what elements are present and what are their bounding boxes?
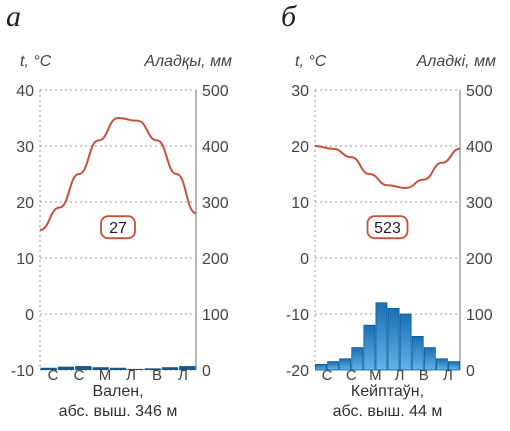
- panel-letter: б: [281, 0, 297, 33]
- y-left-tick-label: -10: [286, 307, 309, 324]
- station-name: Вален,: [92, 383, 143, 400]
- climate-chart-a: а t, °C Аладқы, мм 40 500 30 400 20 300 10 200 0 100…: [6, 0, 232, 420]
- precipitation-bar: [315, 363, 327, 371]
- month-label: С: [48, 367, 59, 384]
- precipitation-bar: [387, 307, 400, 371]
- precipitation-bar: [411, 335, 424, 371]
- y-right-tick-label: 300: [466, 195, 493, 212]
- precipitation-bar: [363, 324, 376, 371]
- y-left-axis-label: t, °C: [20, 53, 52, 70]
- y-left-tick-label: 30: [291, 83, 309, 100]
- annual-precip-value: 27: [109, 220, 127, 237]
- y-left-tick-label: 40: [16, 83, 34, 100]
- y-right-tick-label: 0: [202, 363, 211, 380]
- precipitation-bar: [144, 368, 161, 370]
- y-right-tick-label: 100: [202, 307, 229, 324]
- month-label: С: [346, 367, 357, 384]
- y-left-tick-label: 20: [16, 195, 34, 212]
- precipitation-bar: [161, 367, 179, 370]
- station-name: Кейптаўн,: [351, 383, 424, 400]
- y-left-tick-label: 20: [291, 139, 309, 156]
- precipitation-bar: [75, 366, 92, 370]
- y-right-tick-label: 200: [202, 251, 229, 268]
- y-right-tick-label: 0: [466, 363, 475, 380]
- station-elevation: абс. выш. 44 м: [333, 403, 443, 420]
- precipitation-bar: [109, 367, 127, 370]
- y-right-tick-label: 500: [202, 83, 229, 100]
- y-right-tick-label: 400: [202, 139, 229, 156]
- precipitation-bar: [127, 368, 144, 370]
- precipitation-bar: [375, 302, 388, 371]
- precipitation-bar: [92, 367, 109, 370]
- annual-precip-value: 523: [374, 220, 401, 237]
- month-label: М: [369, 367, 382, 384]
- climate-chart-b: б t, °C Аладкі, мм 30 500 20 400 10 300 0 200 -10 10…: [281, 0, 496, 420]
- y-left-tick-label: -10: [11, 363, 34, 380]
- y-right-tick-label: 500: [466, 83, 493, 100]
- y-right-axis-label: Аладқы, мм: [143, 53, 232, 70]
- precipitation-bar: [179, 366, 196, 370]
- y-right-tick-label: 200: [466, 251, 493, 268]
- y-left-tick-label: 0: [25, 307, 34, 324]
- month-label: Л: [126, 367, 136, 384]
- y-right-tick-label: 100: [466, 307, 493, 324]
- precipitation-bar: [423, 347, 436, 371]
- annual-precip-badge: [100, 215, 136, 240]
- y-left-tick-label: 30: [16, 139, 34, 156]
- month-label: С: [322, 367, 333, 384]
- precipitation-bar: [57, 366, 75, 370]
- y-right-tick-label: 400: [466, 139, 493, 156]
- y-left-tick-label: 10: [291, 195, 309, 212]
- precipitation-bar: [351, 347, 364, 371]
- month-label: В: [419, 367, 429, 384]
- y-left-tick-label: 10: [16, 251, 34, 268]
- precipitation-bar: [327, 361, 340, 371]
- precipitation-bar: [40, 367, 57, 370]
- month-label: Л: [395, 367, 405, 384]
- y-left-axis-label: t, °C: [295, 53, 327, 70]
- station-elevation: абс. выш. 346 м: [59, 403, 178, 420]
- y-right-axis-label: Аладкі, мм: [416, 53, 496, 70]
- month-label: Л: [178, 367, 188, 384]
- temperature-line: [314, 145, 461, 190]
- temperature-line: [39, 116, 197, 231]
- month-label: Л: [443, 367, 453, 384]
- panel-letter: а: [6, 0, 21, 33]
- month-label: М: [99, 367, 112, 384]
- annual-precip-badge: [366, 215, 409, 240]
- precipitation-bar: [448, 361, 460, 371]
- y-left-tick-label: 0: [300, 251, 309, 268]
- y-left-tick-label: -20: [286, 363, 309, 380]
- precipitation-bar: [435, 358, 448, 371]
- precipitation-bar: [339, 358, 352, 371]
- precipitation-bar: [399, 313, 412, 371]
- month-label: В: [152, 367, 162, 384]
- month-label: С: [74, 367, 85, 384]
- y-right-tick-label: 300: [202, 195, 229, 212]
